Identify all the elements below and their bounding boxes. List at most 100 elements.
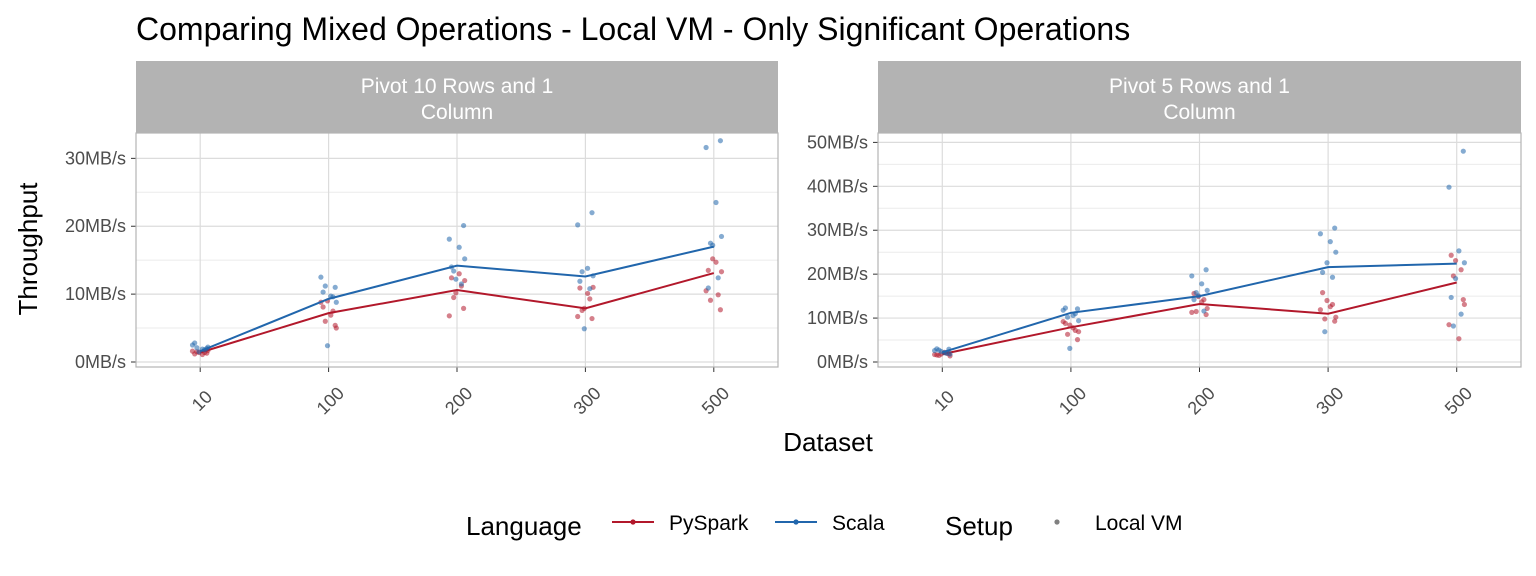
data-point-pyspark <box>322 318 328 324</box>
data-point-scala <box>936 347 942 353</box>
data-point-pyspark <box>1060 318 1066 325</box>
data-point-scala <box>320 289 326 295</box>
data-point-scala <box>1067 345 1073 351</box>
data-point-scala <box>456 244 462 250</box>
data-point-scala <box>587 286 593 292</box>
data-point-pyspark <box>1327 304 1333 310</box>
series-scala <box>932 148 1467 357</box>
x-tick-label: 300 <box>1312 383 1347 418</box>
data-point-pyspark <box>718 269 725 275</box>
legend-key-setup-point <box>1054 519 1060 525</box>
legend: Language Setup PySpark Scala Local VM <box>466 511 1183 541</box>
legend-label-pyspark: PySpark <box>669 512 749 535</box>
data-point-scala <box>703 144 709 151</box>
facet-strip <box>136 61 778 133</box>
data-point-scala <box>1317 231 1323 237</box>
data-point-scala <box>446 236 452 242</box>
data-point-pyspark <box>1189 309 1195 315</box>
data-point-scala <box>1329 274 1336 280</box>
data-point-pyspark <box>710 256 716 262</box>
data-point-scala <box>713 199 719 206</box>
data-point-scala <box>1448 294 1454 301</box>
data-point-pyspark <box>1456 336 1462 342</box>
x-axis-title: Dataset <box>783 427 873 457</box>
data-point-scala <box>1458 311 1464 317</box>
x-tick-label: 100 <box>1055 383 1090 418</box>
data-point-pyspark <box>1324 297 1330 304</box>
facet-strip-label: Column <box>421 101 493 124</box>
x-tick-label: 200 <box>441 383 476 418</box>
data-point-pyspark <box>451 294 457 301</box>
y-tick-label: 10MB/s <box>807 308 868 328</box>
data-point-scala <box>1203 267 1209 273</box>
legend-key-point-scala <box>793 519 799 525</box>
data-point-pyspark <box>1453 257 1459 264</box>
data-point-scala <box>717 138 724 144</box>
data-point-pyspark <box>189 348 196 354</box>
data-point-scala <box>715 275 721 281</box>
panels: Pivot 10 Rows and 1 Column 0MB/s 10MB/s 20MB… <box>65 61 1522 418</box>
data-point-scala <box>1189 273 1195 279</box>
data-point-scala <box>318 274 324 280</box>
y-tick-label: 0MB/s <box>817 352 868 372</box>
data-point-pyspark <box>1448 252 1454 258</box>
data-point-scala <box>1320 269 1326 275</box>
data-point-pyspark <box>715 292 721 298</box>
data-point-scala <box>589 210 595 216</box>
y-tick-label: 20MB/s <box>65 216 126 236</box>
data-point-scala <box>1074 306 1081 312</box>
y-tick-label: 50MB/s <box>807 132 868 152</box>
x-tick-label: 300 <box>569 383 604 418</box>
data-point-scala <box>458 281 464 287</box>
data-point-scala <box>1191 297 1197 303</box>
line-scala <box>199 245 715 353</box>
data-point-pyspark <box>448 275 455 281</box>
data-point-scala <box>1332 225 1338 231</box>
facet-strip-label: Column <box>1163 101 1235 124</box>
data-point-pyspark <box>461 305 467 311</box>
data-point-scala <box>453 276 459 282</box>
x-tick-label: 100 <box>313 383 348 418</box>
data-point-scala <box>707 240 714 246</box>
data-point-scala <box>581 326 587 332</box>
data-point-pyspark <box>713 259 719 265</box>
data-point-scala <box>1333 249 1339 255</box>
data-point-pyspark <box>1317 307 1323 313</box>
data-point-scala <box>1062 305 1068 311</box>
line-scala <box>942 262 1457 354</box>
y-tick-label: 30MB/s <box>65 148 126 168</box>
data-point-pyspark <box>1333 314 1339 320</box>
legend-label-scala: Scala <box>832 512 885 535</box>
data-point-scala <box>718 233 725 240</box>
data-point-pyspark <box>1076 329 1082 335</box>
data-point-pyspark <box>446 313 452 319</box>
data-point-scala <box>322 283 328 289</box>
chart-title: Comparing Mixed Operations - Local VM - … <box>136 11 1130 47</box>
data-point-scala <box>333 299 339 305</box>
data-point-scala <box>192 340 198 346</box>
data-point-scala <box>1324 260 1330 266</box>
data-point-scala <box>1461 260 1467 266</box>
data-point-scala <box>575 222 581 228</box>
data-point-scala <box>1322 329 1328 335</box>
line-pyspark <box>199 272 715 354</box>
data-point-pyspark <box>717 307 724 313</box>
data-point-pyspark <box>1461 301 1467 308</box>
data-point-scala <box>1460 148 1466 154</box>
data-point-scala <box>461 222 467 229</box>
y-axis-title: Throughput <box>13 182 43 316</box>
data-point-scala <box>1446 184 1452 190</box>
legend-title-language: Language <box>466 511 582 541</box>
line-pyspark <box>942 281 1457 356</box>
data-point-scala <box>705 285 711 291</box>
data-point-pyspark <box>1332 318 1338 324</box>
facet-strip <box>878 61 1521 133</box>
data-point-pyspark <box>587 296 593 302</box>
legend-title-setup: Setup <box>945 511 1013 541</box>
data-point-pyspark <box>1065 331 1071 337</box>
data-point-scala <box>324 343 331 349</box>
legend-label-setup: Local VM <box>1095 512 1183 535</box>
data-point-scala <box>1327 239 1333 245</box>
data-point-pyspark <box>577 285 583 291</box>
